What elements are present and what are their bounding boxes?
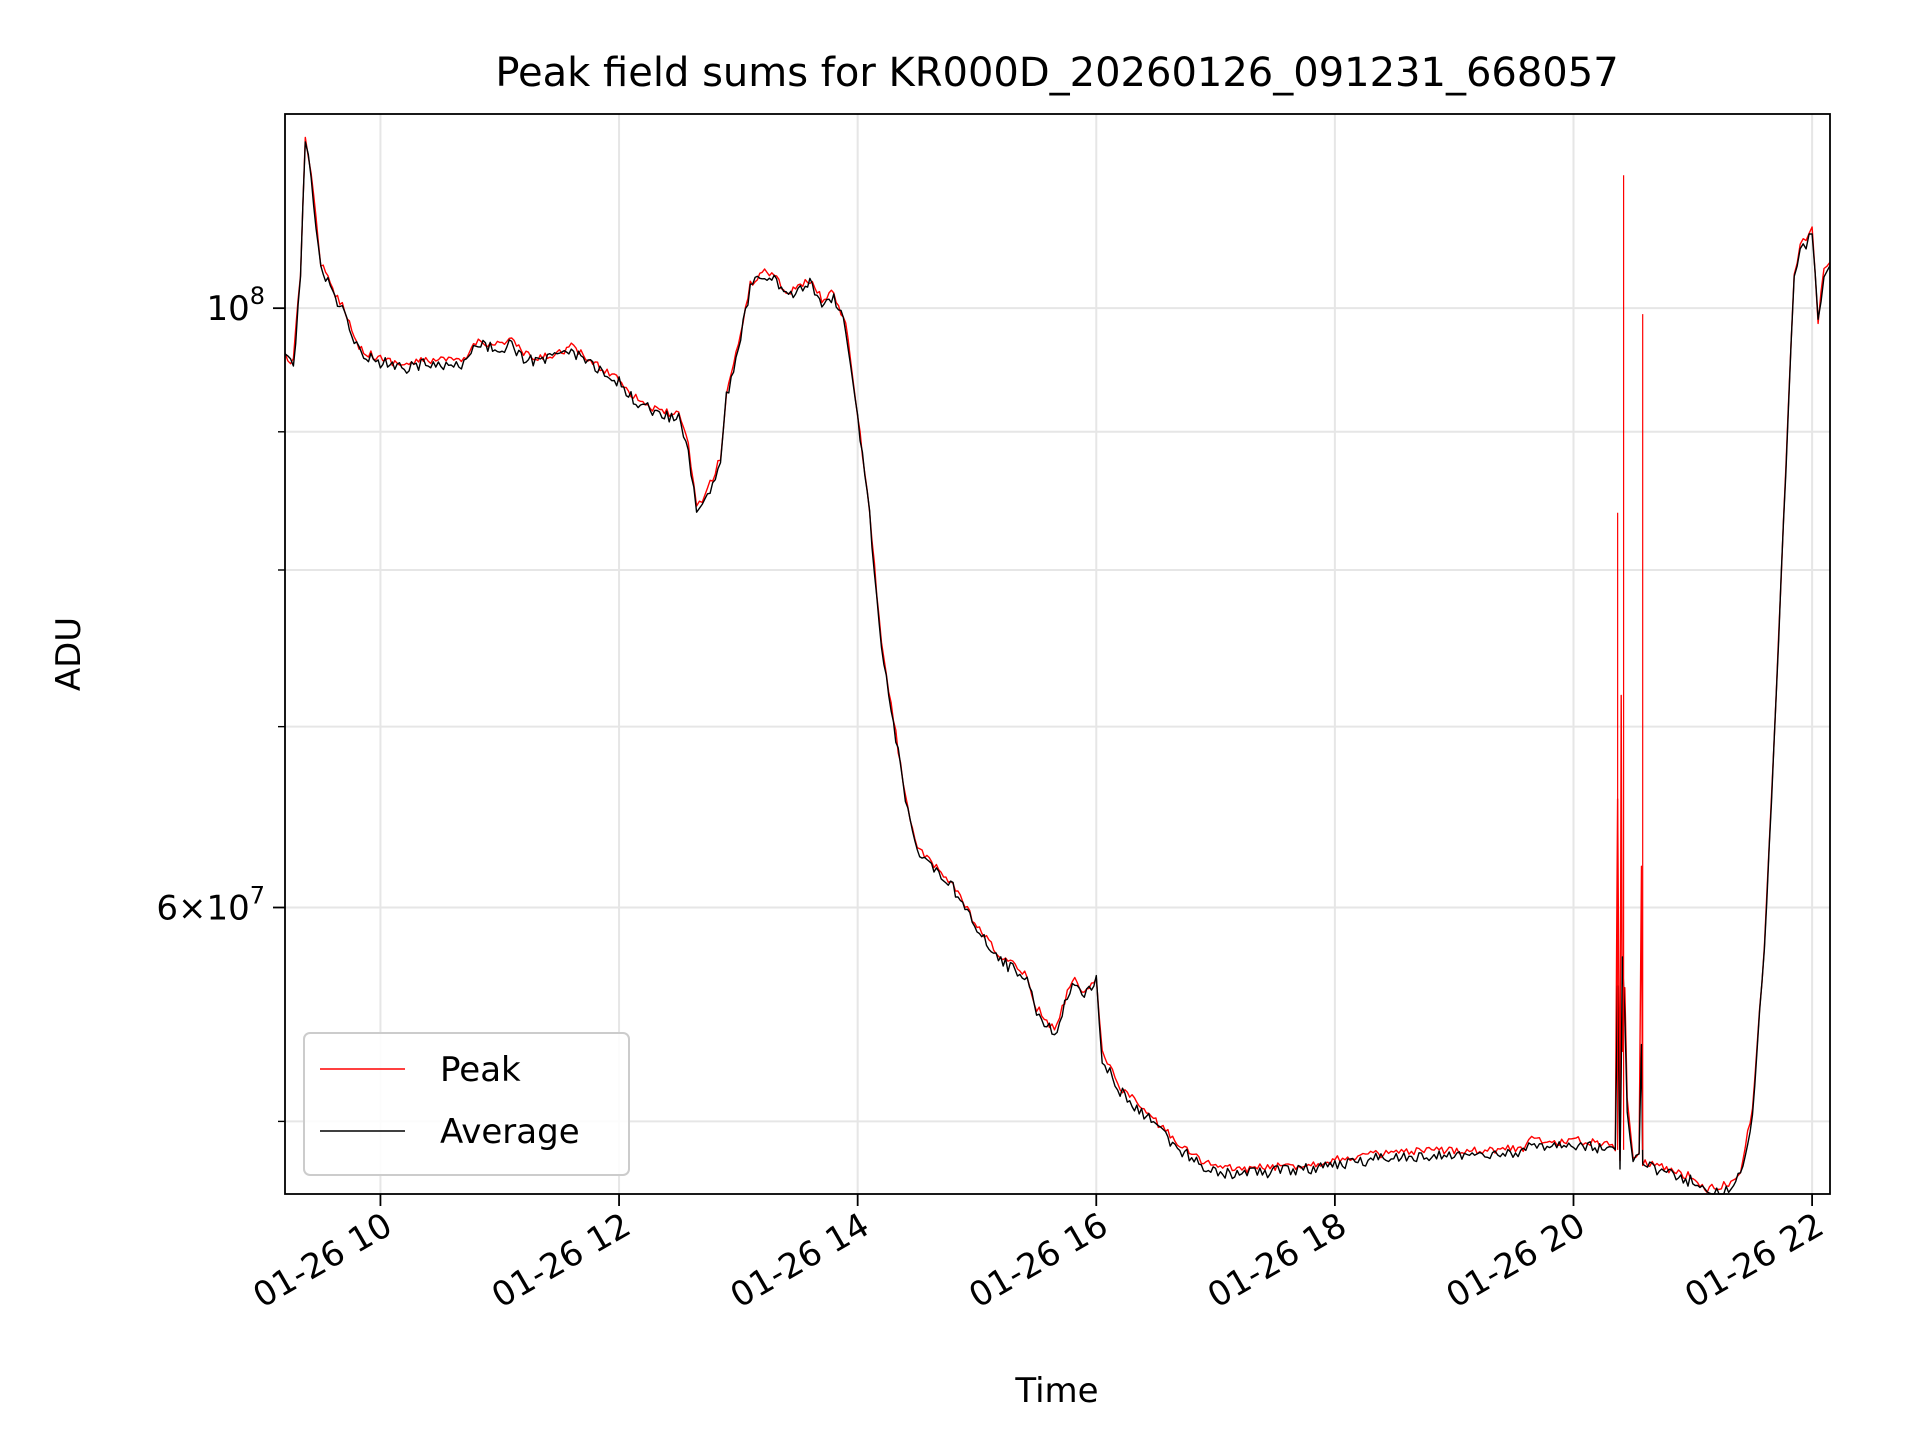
- y-tick-label: 6×107: [156, 882, 265, 929]
- legend-label-average: Average: [440, 1112, 580, 1152]
- y-tick-label-base: 10: [206, 289, 249, 329]
- y-axis-label: ADU: [49, 617, 89, 691]
- y-tick-label: 108: [206, 282, 265, 329]
- series-line-average: [284, 141, 1831, 1195]
- plot-frame: [284, 113, 1831, 1195]
- y-tick-label-exponent: 7: [250, 882, 265, 910]
- legend-label-peak: Peak: [440, 1050, 521, 1090]
- series-line-peak: [284, 136, 1831, 1194]
- x-axis-label: Time: [1014, 1371, 1098, 1411]
- chart-title: Peak field sums for KR000D_20260126_0912…: [495, 50, 1618, 96]
- y-tick-label-base: 6×10: [156, 889, 249, 929]
- series-layer: [284, 136, 1831, 1195]
- y-tick-label-exponent: 8: [250, 282, 265, 310]
- legend: Peak Average: [303, 1032, 630, 1176]
- grid-layer: [285, 114, 1830, 1194]
